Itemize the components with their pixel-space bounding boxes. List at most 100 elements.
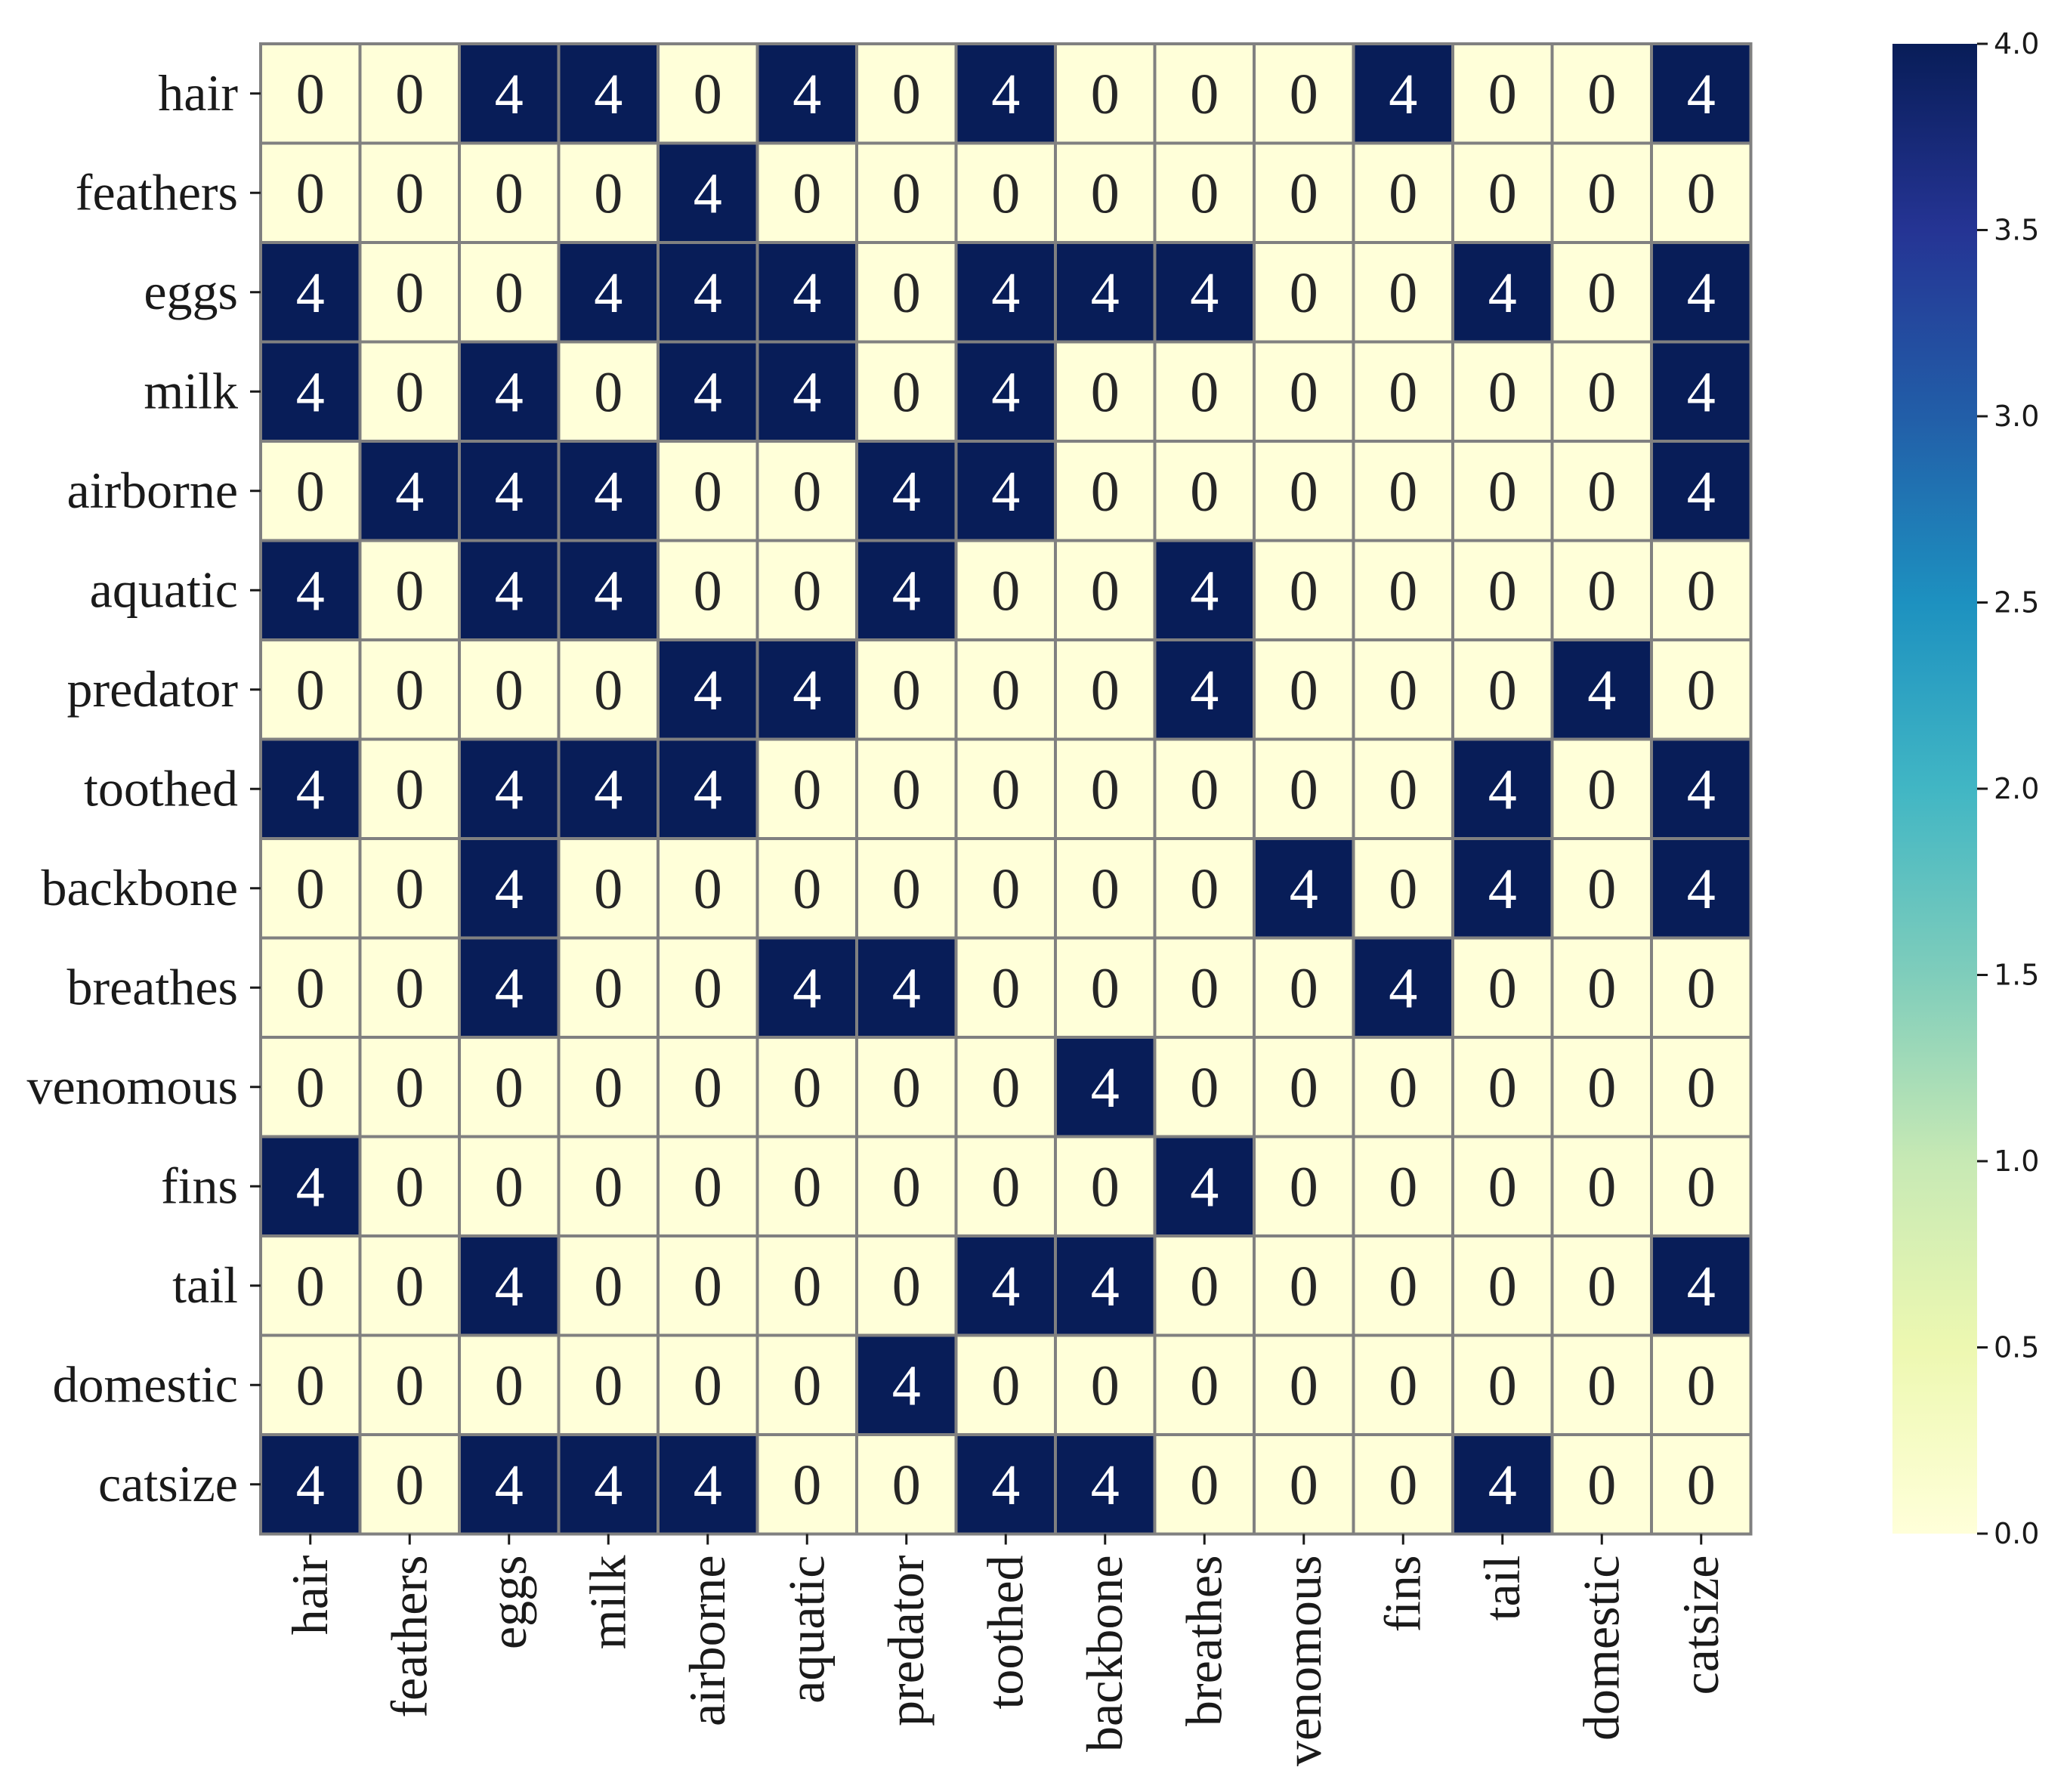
y-tick-label-aquatic: aquatic <box>90 561 238 618</box>
cell-value-label: 0 <box>296 659 325 722</box>
heatmap-cell-fins-tail <box>1451 1135 1554 1237</box>
cell-value-label: 0 <box>1190 857 1219 921</box>
cell-value-label: 0 <box>1687 659 1716 722</box>
cell-value-label: 0 <box>395 1255 424 1318</box>
cell-value-label: 0 <box>495 162 524 225</box>
cell-value-label: 0 <box>991 559 1020 623</box>
cell-value-label: 0 <box>1389 559 1417 623</box>
cell-value-label: 0 <box>1488 460 1517 524</box>
heatmap-cell-predator-domestic <box>1550 638 1653 741</box>
heatmap-cell-backbone-hair <box>259 837 362 940</box>
y-tick-label-domestic: domestic <box>52 1355 238 1413</box>
x-tick-label-milk: milk <box>579 1556 636 1650</box>
heatmap-cell-feathers-aquatic <box>755 141 858 244</box>
cell-value-label: 0 <box>1587 559 1616 623</box>
cell-value-label: 0 <box>1687 1454 1716 1517</box>
heatmap-cell-airborne-tail <box>1451 440 1554 542</box>
colorbar-tick-label: 4.0 <box>1994 27 2039 60</box>
cell-value-label: 0 <box>1587 460 1616 524</box>
cell-value-label: 4 <box>793 63 821 126</box>
heatmap-cells <box>259 42 1753 1536</box>
cell-value-label: 0 <box>991 758 1020 821</box>
cell-value-label: 0 <box>793 1354 821 1417</box>
heatmap-cell-milk-hair <box>259 340 362 443</box>
cell-value-label: 0 <box>594 360 623 424</box>
cell-value-label: 0 <box>395 659 424 722</box>
cell-value-label: 0 <box>694 559 722 623</box>
cell-value-label: 0 <box>694 1255 722 1318</box>
cell-value-label: 0 <box>395 63 424 126</box>
cell-value-label: 4 <box>1687 1255 1716 1318</box>
heatmap-cell-predator-predator <box>855 638 958 741</box>
cell-value-label: 0 <box>1687 1155 1716 1219</box>
heatmap-cell-predator-backbone <box>1054 638 1157 741</box>
cell-value-label: 4 <box>495 1255 524 1318</box>
cell-value-label: 0 <box>594 659 623 722</box>
heatmap-cell-milk-aquatic <box>755 340 858 443</box>
cell-value-label: 4 <box>594 261 623 325</box>
cell-value-label: 4 <box>1290 857 1318 921</box>
cell-value-label: 0 <box>1587 857 1616 921</box>
y-tick-label-catsize: catsize <box>98 1455 238 1512</box>
cell-value-label: 4 <box>495 857 524 921</box>
cell-value-label: 0 <box>1587 162 1616 225</box>
cell-value-label: 0 <box>1587 956 1616 1020</box>
heatmap-cell-backbone-toothed <box>954 837 1057 940</box>
cell-value-label: 4 <box>991 1255 1020 1318</box>
heatmap-cell-backbone-feathers <box>358 837 461 940</box>
heatmap-cell-eggs-aquatic <box>755 241 858 344</box>
heatmap-cell-feathers-catsize <box>1650 141 1753 244</box>
cell-value-label: 4 <box>594 758 623 821</box>
heatmap-cell-aquatic-eggs <box>458 539 561 641</box>
y-tick-label-backbone: backbone <box>41 859 238 916</box>
cell-value-label: 0 <box>793 1454 821 1517</box>
cell-value-label: 4 <box>694 261 722 325</box>
cell-value-label: 0 <box>892 857 921 921</box>
cell-value-label: 0 <box>1587 1354 1616 1417</box>
cell-value-label: 4 <box>991 360 1020 424</box>
heatmap-cell-tail-predator <box>855 1234 958 1337</box>
cell-value-label: 0 <box>1687 1056 1716 1120</box>
heatmap-cell-domestic-hair <box>259 1333 362 1436</box>
heatmap-cell-feathers-feathers <box>358 141 461 244</box>
heatmap-cell-catsize-hair <box>259 1433 362 1536</box>
cell-value-label: 0 <box>1488 63 1517 126</box>
cell-value-label: 4 <box>296 261 325 325</box>
cell-value-label: 4 <box>594 559 623 623</box>
cell-value-label: 0 <box>1488 559 1517 623</box>
x-tick-label-venomous: venomous <box>1274 1556 1332 1767</box>
cell-value-label: 4 <box>594 63 623 126</box>
heatmap-cell-fins-venomous <box>1253 1135 1355 1237</box>
heatmap-cell-tail-feathers <box>358 1234 461 1337</box>
cell-value-label: 0 <box>1190 1056 1219 1120</box>
cell-value-label: 0 <box>1687 1354 1716 1417</box>
cell-value-label: 4 <box>1091 261 1120 325</box>
heatmap-cell-predator-toothed <box>954 638 1057 741</box>
colorbar-tick-label: 1.0 <box>1994 1145 2039 1178</box>
cell-value-label: 4 <box>296 1454 325 1517</box>
cell-value-label: 0 <box>892 1056 921 1120</box>
cell-value-label: 4 <box>892 460 921 524</box>
y-tick-label-airborne: airborne <box>66 462 238 519</box>
cell-value-label: 0 <box>1587 63 1616 126</box>
cell-value-label: 0 <box>1587 360 1616 424</box>
heatmap-cell-aquatic-feathers <box>358 539 461 641</box>
heatmap-cell-milk-eggs <box>458 340 561 443</box>
cell-value-label: 4 <box>793 956 821 1020</box>
cell-value-label: 0 <box>1389 162 1417 225</box>
cell-value-label: 0 <box>793 758 821 821</box>
cell-value-label: 0 <box>1190 1454 1219 1517</box>
heatmap-cell-catsize-feathers <box>358 1433 461 1536</box>
cell-value-label: 0 <box>1190 956 1219 1020</box>
heatmap-cell-domestic-venomous <box>1253 1333 1355 1436</box>
cell-value-label: 0 <box>991 1155 1020 1219</box>
y-tick-label-tail: tail <box>172 1256 238 1314</box>
heatmap-cell-airborne-hair <box>259 440 362 542</box>
heatmap-cell-aquatic-breathes <box>1153 539 1256 641</box>
heatmap-cell-breathes-milk <box>557 936 660 1039</box>
cell-value-label: 0 <box>594 1255 623 1318</box>
cell-value-label: 0 <box>594 162 623 225</box>
heatmap-cell-tail-venomous <box>1253 1234 1355 1337</box>
cell-value-label: 4 <box>495 1454 524 1517</box>
